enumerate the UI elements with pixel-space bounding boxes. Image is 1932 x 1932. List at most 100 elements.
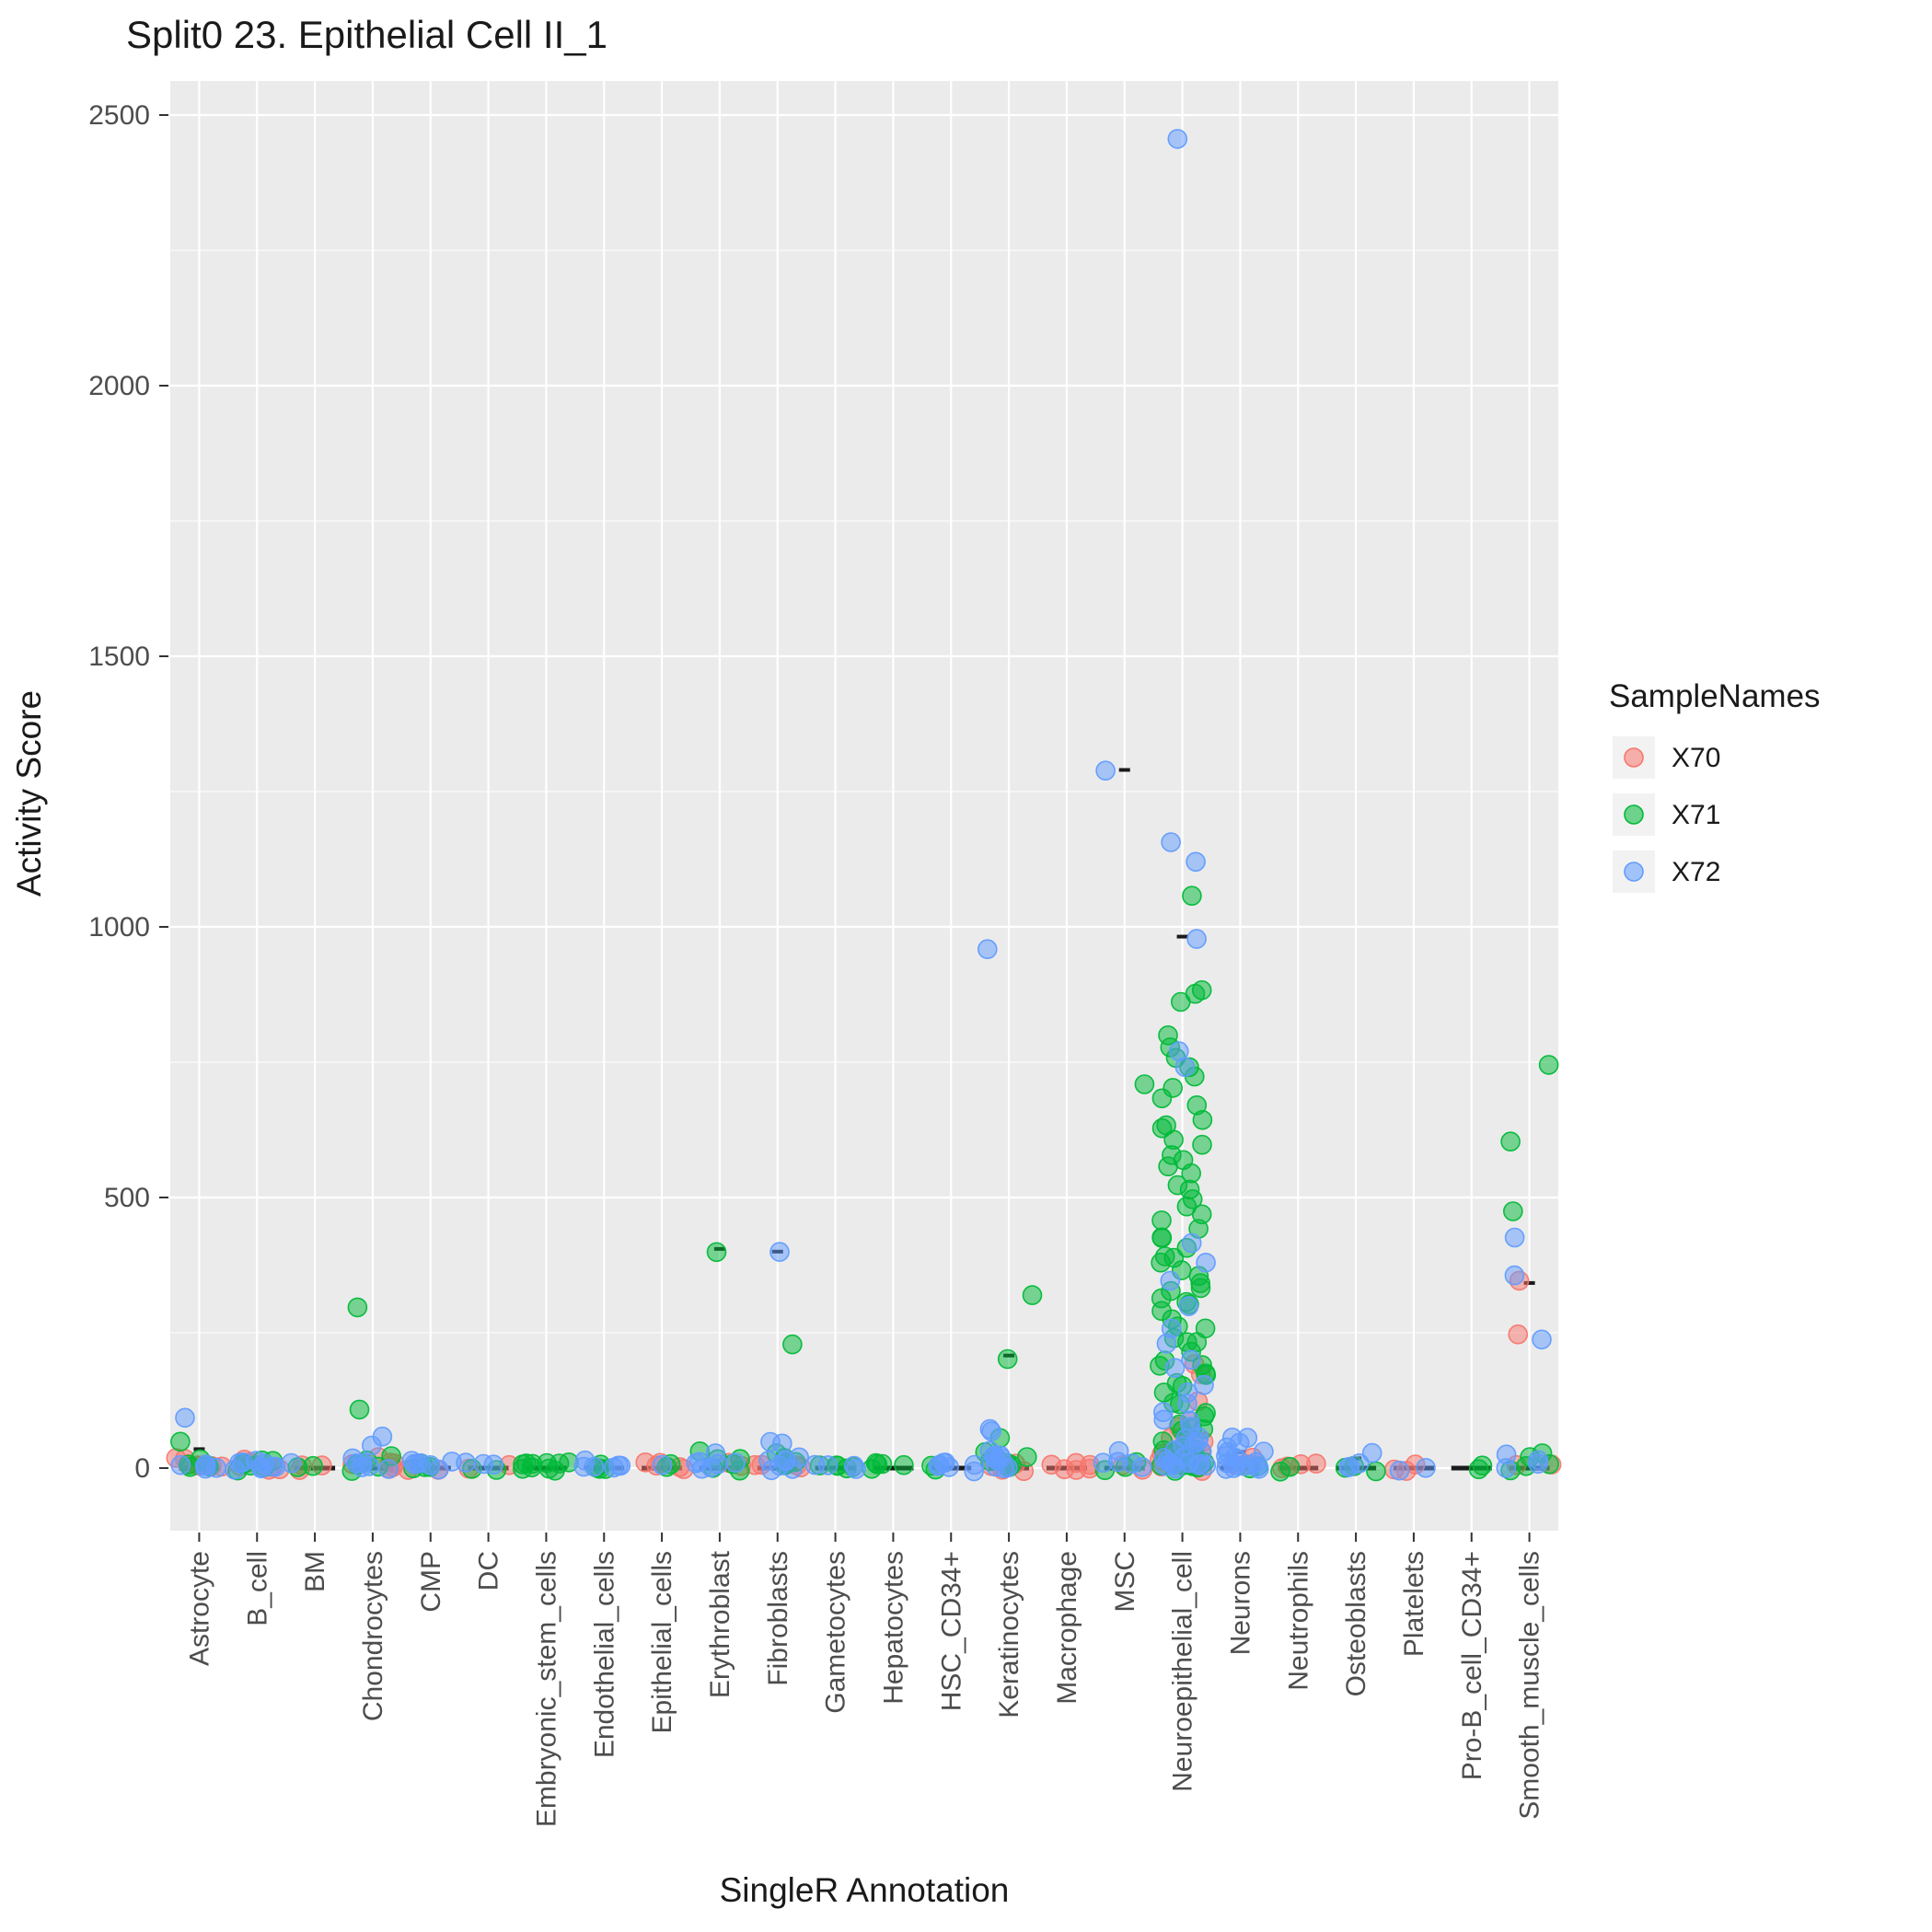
points-layer-X72 xyxy=(170,129,1552,1482)
data-point xyxy=(1177,1394,1197,1414)
legend-entry-X71: X71 xyxy=(1613,793,1720,836)
data-point xyxy=(652,1454,673,1475)
data-point xyxy=(1508,1324,1528,1345)
legend-title: SampleNames xyxy=(1609,678,1821,714)
x-tick-label: Smooth_muscle_cells xyxy=(1515,1551,1545,1820)
data-point xyxy=(1194,1374,1214,1395)
data-point xyxy=(352,1452,373,1474)
plot-title: Split0 23. Epithelial Cell II_1 xyxy=(126,13,607,56)
x-tick-label: Endothelial_cells xyxy=(589,1551,619,1758)
data-point xyxy=(1165,1458,1186,1479)
data-point xyxy=(1151,1088,1173,1109)
data-point xyxy=(1151,1227,1172,1248)
x-tick-label: Erythroblast xyxy=(705,1550,735,1698)
data-point xyxy=(867,1454,888,1475)
data-point xyxy=(706,1242,727,1263)
data-point xyxy=(254,1453,275,1474)
data-point xyxy=(771,1433,792,1454)
x-tick-label: Keratinocytes xyxy=(994,1551,1024,1718)
data-point xyxy=(817,1455,839,1475)
data-point xyxy=(758,1451,779,1471)
data-point xyxy=(1107,1452,1128,1472)
panel-background xyxy=(170,81,1558,1531)
data-point xyxy=(1190,1278,1211,1299)
data-point xyxy=(1504,1265,1525,1286)
data-point xyxy=(513,1454,533,1475)
data-point xyxy=(1538,1055,1559,1075)
data-point xyxy=(1181,1232,1202,1254)
legend-entry-X72: X72 xyxy=(1613,850,1720,893)
x-tick-label: Epithelial_cells xyxy=(647,1551,677,1733)
x-tick-label: Fibroblasts xyxy=(763,1551,793,1686)
x-tick-label: B_cell xyxy=(242,1551,272,1626)
data-point xyxy=(1153,1409,1174,1430)
data-point xyxy=(1132,1457,1152,1477)
data-point xyxy=(843,1455,864,1476)
data-point xyxy=(1041,1454,1062,1475)
x-tick-label: HSC_CD34+ xyxy=(936,1551,966,1711)
data-point xyxy=(1366,1461,1386,1482)
data-point xyxy=(378,1459,399,1479)
y-tick-label: 2000 xyxy=(88,371,150,401)
y-tick-label: 500 xyxy=(104,1183,150,1213)
x-tick-label: BM xyxy=(300,1551,330,1592)
data-point xyxy=(1171,991,1191,1012)
data-point xyxy=(1186,929,1207,949)
data-point xyxy=(1503,1201,1523,1221)
x-tick-label: MSC xyxy=(1110,1551,1140,1613)
data-point xyxy=(1181,1349,1201,1371)
x-tick-label: Hepatocytes xyxy=(878,1551,908,1705)
data-point xyxy=(1504,1227,1525,1248)
legend-entries: X70 X71 X72 xyxy=(1613,736,1720,893)
x-tick-label: Chondrocytes xyxy=(358,1551,388,1721)
data-point xyxy=(1017,1447,1037,1467)
data-point xyxy=(545,1461,565,1481)
data-point xyxy=(978,939,998,959)
data-point xyxy=(573,1456,595,1477)
data-point xyxy=(1416,1458,1436,1478)
data-point xyxy=(1161,832,1181,852)
x-tick-label: Macrophage xyxy=(1052,1551,1082,1705)
data-point xyxy=(1167,129,1188,149)
data-point xyxy=(483,1454,504,1475)
x-tick-label: CMP xyxy=(416,1551,446,1613)
data-point xyxy=(1190,1453,1210,1475)
data-point xyxy=(1182,885,1202,907)
data-point xyxy=(1160,1270,1181,1291)
data-point xyxy=(1216,1459,1236,1479)
x-axis-title: SingleR Annotation xyxy=(720,1871,1010,1909)
legend-key-point xyxy=(1624,862,1644,882)
x-tick-label: Neuroepithelial_cell xyxy=(1168,1551,1198,1792)
legend-entry-label: X72 xyxy=(1672,857,1720,887)
data-point xyxy=(1192,1110,1213,1130)
legend-entry-label: X71 xyxy=(1672,800,1720,830)
data-point xyxy=(428,1459,449,1480)
y-tick-label: 1500 xyxy=(88,642,150,672)
data-point xyxy=(456,1452,476,1473)
data-point xyxy=(1022,1285,1043,1305)
data-point xyxy=(1500,1131,1521,1151)
y-tick-label: 2500 xyxy=(88,100,150,131)
data-point xyxy=(281,1452,302,1474)
axes: 0 500 1000 1500 2000 2500 Astrocyte B_cell BM Cho… xyxy=(88,100,1544,1827)
data-point xyxy=(1349,1453,1370,1474)
data-point xyxy=(170,1454,191,1475)
data-point xyxy=(1528,1453,1548,1475)
data-point xyxy=(1270,1462,1290,1482)
data-point xyxy=(1174,1057,1196,1077)
x-tick-label: Pro-B_cell_CD34+ xyxy=(1457,1551,1487,1780)
data-point xyxy=(1151,1252,1171,1273)
y-tick-label: 1000 xyxy=(88,912,150,943)
x-tick-label: DC xyxy=(474,1551,504,1591)
x-tick-label: Embryonic_stem_cells xyxy=(531,1551,561,1827)
data-point xyxy=(1389,1460,1410,1481)
data-point xyxy=(1532,1329,1552,1350)
data-point xyxy=(1178,1296,1199,1316)
data-point xyxy=(1134,1074,1155,1094)
data-point xyxy=(347,1297,368,1318)
legend: SampleNames X70 X71 X72 xyxy=(1609,678,1821,893)
data-point xyxy=(769,1242,790,1262)
data-point xyxy=(997,1348,1018,1370)
x-tick-label: Neutrophils xyxy=(1283,1551,1313,1691)
data-point xyxy=(404,1453,424,1475)
